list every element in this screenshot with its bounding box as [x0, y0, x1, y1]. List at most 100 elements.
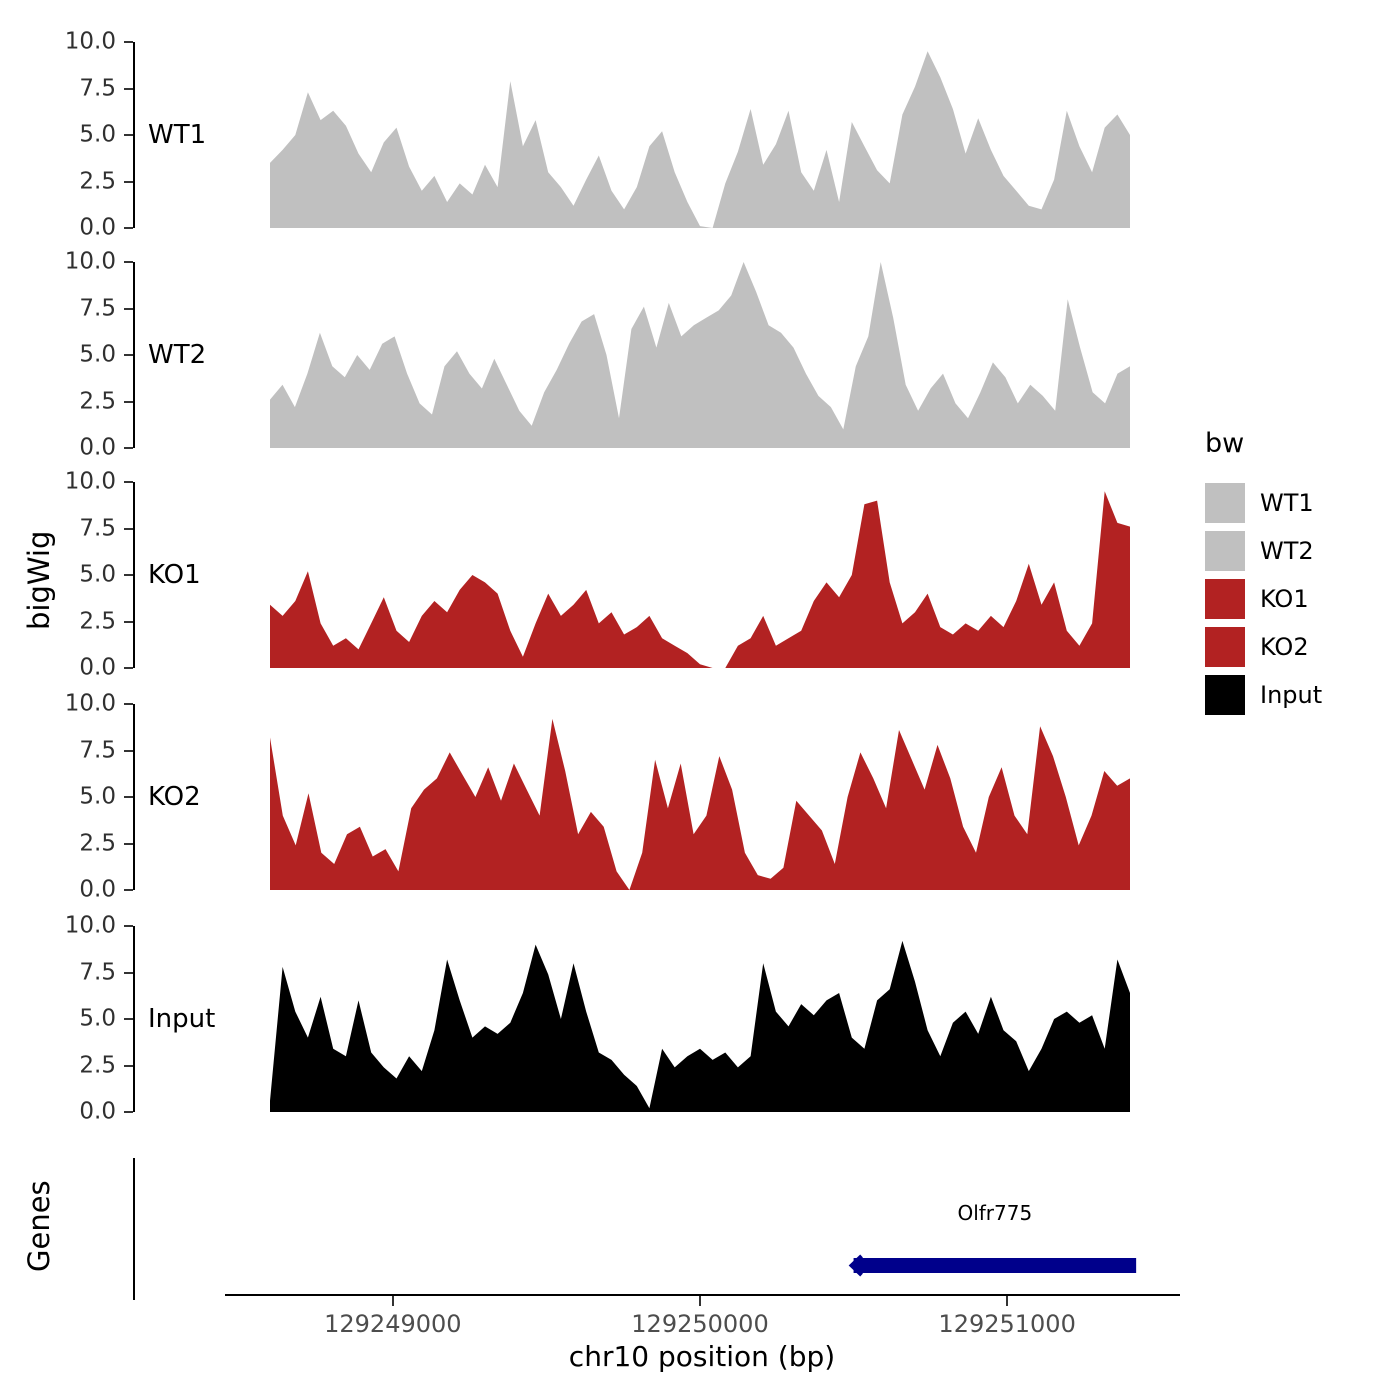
legend-swatch-ko2 [1205, 627, 1245, 667]
y-tick-mark [124, 527, 133, 530]
y-tick-mark [124, 261, 133, 263]
legend-swatch-wt2 [1205, 531, 1245, 571]
y-tick-label: 0.0 [79, 434, 116, 461]
y-tick-mark [124, 842, 133, 845]
legend-entry-ko2: KO2 [1205, 623, 1322, 671]
y-tick-mark [124, 703, 133, 705]
y-tick-label: 0.0 [79, 214, 116, 241]
y-tick-mark [124, 796, 133, 798]
x-tick-mark [1006, 1296, 1009, 1306]
y-tick-label: 5.0 [79, 561, 116, 588]
y-tick-mark [124, 971, 133, 974]
y-tick-mark [124, 180, 133, 183]
y-tick-label: 10.0 [64, 248, 116, 275]
y-tick-label: 0.0 [79, 1098, 116, 1125]
track-panel-input: Input 10.0 7.5 5.0 2.5 0.0 [0, 914, 1400, 1123]
y-axis-line [133, 482, 135, 668]
coverage-svg-ko1 [270, 491, 1130, 668]
y-tick-mark [124, 481, 133, 483]
gene-bar [853, 1258, 1137, 1273]
legend-label-wt1: WT1 [1260, 489, 1314, 517]
track-label-ko1: KO1 [148, 560, 201, 590]
x-tick-mark [391, 1296, 394, 1306]
legend-swatch-input [1205, 675, 1245, 715]
y-tick-label: 7.5 [79, 295, 116, 321]
track-panel-ko2: KO2 10.0 7.5 5.0 2.5 0.0 [0, 692, 1400, 901]
x-axis-title: chr10 position (bp) [568, 1340, 836, 1373]
x-tick-label: 129250000 [631, 1310, 769, 1338]
y-tick-label: 0.0 [79, 654, 116, 681]
legend: bw WT1 WT2 KO1 KO2 Input [1205, 428, 1322, 719]
area-series-input [270, 940, 1130, 1112]
coverage-svg-wt1 [270, 51, 1130, 228]
y-axis-line [133, 262, 135, 448]
gene-strand-arrow-icon [848, 1254, 863, 1277]
y-axis-line [133, 926, 135, 1112]
y-tick-mark [124, 620, 133, 623]
y-tick-mark [124, 354, 133, 356]
y-tick-label: 7.5 [79, 959, 116, 985]
y-tick-label: 7.5 [79, 75, 116, 101]
track-panel-wt2: WT2 10.0 7.5 5.0 2.5 0.0 [0, 250, 1400, 459]
track-panel-wt1: WT1 10.0 7.5 5.0 2.5 0.0 [0, 30, 1400, 239]
x-tick-label: 129251000 [938, 1310, 1076, 1338]
legend-entry-wt2: WT2 [1205, 527, 1322, 575]
y-tick-label: 10.0 [64, 28, 116, 55]
y-tick-mark [124, 889, 133, 891]
track-panel-ko1: KO1 10.0 7.5 5.0 2.5 0.0 [0, 470, 1400, 679]
area-series-ko1 [270, 491, 1130, 668]
y-axis-line [133, 704, 135, 890]
y-tick-mark [124, 574, 133, 576]
y-tick-label: 5.0 [79, 121, 116, 148]
track-label-wt2: WT2 [148, 340, 207, 370]
y-tick-label: 2.5 [79, 168, 116, 194]
genes-axis-line [133, 1158, 135, 1300]
x-tick-mark [699, 1296, 701, 1306]
track-label-wt1: WT1 [148, 120, 207, 150]
legend-swatch-wt1 [1205, 483, 1245, 523]
coverage-svg-input [270, 940, 1130, 1112]
y-tick-label: 7.5 [79, 515, 116, 541]
x-tick-label: 129249000 [324, 1310, 462, 1338]
gene-track-svg: Olfr775 [848, 1201, 1137, 1277]
track-label-input: Input [148, 1004, 216, 1034]
legend-title: bw [1205, 428, 1245, 459]
y-tick-label: 2.5 [79, 608, 116, 634]
y-tick-label: 5.0 [79, 1005, 116, 1032]
y-tick-mark [124, 87, 133, 90]
y-tick-mark [124, 447, 133, 449]
y-tick-label: 2.5 [79, 1052, 116, 1078]
y-tick-mark [124, 667, 133, 669]
y-tick-label: 7.5 [79, 737, 116, 763]
y-tick-label: 10.0 [64, 690, 116, 717]
legend-label-ko2: KO2 [1260, 633, 1309, 661]
y-axis-line [133, 42, 135, 228]
y-tick-mark [124, 227, 133, 229]
y-tick-mark [124, 749, 133, 752]
area-series-wt2 [270, 262, 1130, 448]
y-tick-label: 10.0 [64, 912, 116, 939]
y-tick-label: 2.5 [79, 388, 116, 414]
legend-swatch-ko1 [1205, 579, 1245, 619]
legend-label-ko1: KO1 [1260, 585, 1309, 613]
y-tick-mark [124, 307, 133, 310]
y-tick-mark [124, 1111, 133, 1113]
area-series-ko2 [270, 718, 1130, 890]
y-tick-label: 2.5 [79, 830, 116, 856]
gene-label: Olfr775 [957, 1201, 1032, 1225]
y-tick-label: 5.0 [79, 783, 116, 810]
coverage-svg-ko2 [270, 718, 1130, 890]
coverage-svg-wt2 [270, 262, 1130, 448]
y-tick-mark [124, 134, 133, 136]
legend-entry-input: Input [1205, 671, 1322, 719]
y-tick-mark [124, 400, 133, 403]
legend-entry-wt1: WT1 [1205, 479, 1322, 527]
y-tick-label: 10.0 [64, 468, 116, 495]
legend-entry-ko1: KO1 [1205, 575, 1322, 623]
legend-label-input: Input [1260, 681, 1323, 709]
track-label-ko2: KO2 [148, 782, 201, 812]
y-tick-mark [124, 925, 133, 927]
y-tick-mark [124, 1064, 133, 1067]
area-series-wt1 [270, 51, 1130, 228]
